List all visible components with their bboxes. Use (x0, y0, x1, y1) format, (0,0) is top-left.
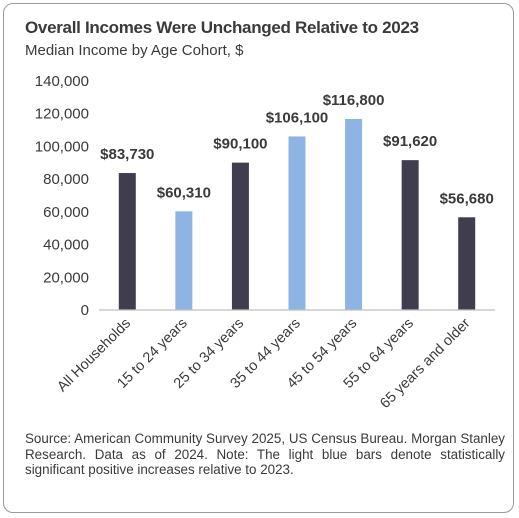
bar (345, 118, 363, 310)
bar (288, 136, 306, 310)
y-tick-label: 100,000 (35, 138, 89, 155)
bar (458, 217, 476, 310)
y-tick-label: 60,000 (43, 204, 89, 221)
chart-card (3, 3, 514, 513)
bar (118, 173, 136, 310)
data-label: $91,620 (383, 133, 437, 150)
data-label: $60,310 (157, 184, 211, 201)
data-label: $116,800 (323, 92, 385, 109)
y-tick-label: 20,000 (43, 269, 89, 286)
data-label: $56,680 (440, 190, 494, 207)
source-note: Source: American Community Survey 2025, … (25, 431, 505, 477)
y-tick-label: 0 (81, 302, 89, 319)
data-label: $90,100 (213, 136, 267, 153)
bar-chart: 0 20,000 40,000 60,000 80,000 100,000 120,000 1… (35, 73, 495, 412)
bar (175, 211, 193, 310)
bar (401, 160, 419, 310)
bar (231, 162, 249, 310)
y-tick-label: 40,000 (43, 237, 89, 254)
chart-title: Overall Incomes Were Unchanged Relative … (25, 18, 419, 37)
chart-subtitle: Median Income by Age Cohort, $ (25, 42, 244, 59)
y-tick-label: 80,000 (43, 171, 89, 188)
y-tick-label: 120,000 (35, 106, 89, 123)
y-tick-label: 140,000 (35, 73, 89, 90)
data-label: $83,730 (100, 146, 154, 163)
data-label: $106,100 (266, 109, 329, 126)
